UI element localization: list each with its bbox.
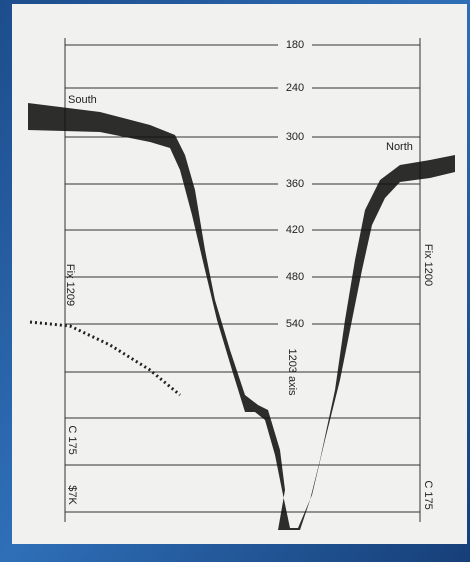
depth-label: 480: [286, 271, 304, 283]
depth-label: 420: [286, 224, 304, 236]
label-south: South: [68, 94, 97, 106]
depth-label: 300: [286, 131, 304, 143]
label-fix: Fix 1200: [422, 244, 434, 286]
label-c: C 175: [66, 425, 78, 454]
label-c: C 175: [422, 480, 434, 509]
label-north: North: [386, 141, 413, 153]
depth-label: 180: [286, 39, 304, 51]
depth-label: 540: [286, 318, 304, 330]
label-mark: $7K: [66, 485, 78, 505]
depth-label: 360: [286, 178, 304, 190]
paper: [12, 4, 467, 544]
secondary-trace: [29, 320, 181, 397]
label-fix: Fix 1209: [64, 264, 76, 306]
depth-label: 240: [286, 82, 304, 94]
label-axis: 1203 axis: [286, 348, 298, 396]
